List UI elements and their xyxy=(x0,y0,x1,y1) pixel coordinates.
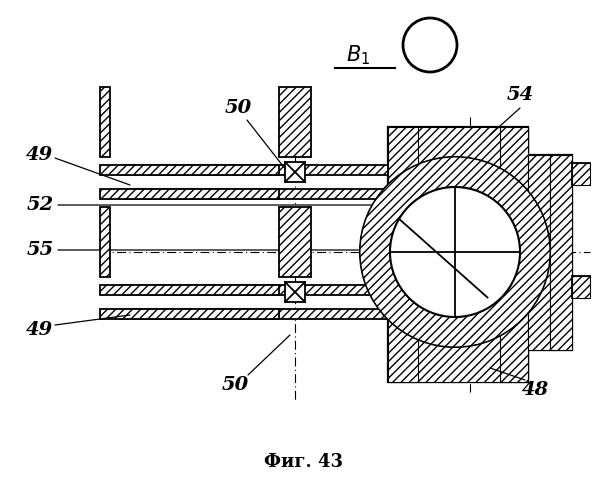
Bar xyxy=(388,127,528,175)
Bar xyxy=(388,334,528,382)
Bar xyxy=(100,189,279,199)
Bar xyxy=(100,87,110,157)
Bar xyxy=(100,309,279,319)
Bar xyxy=(500,127,528,382)
Bar xyxy=(120,285,388,295)
Text: 55: 55 xyxy=(26,241,54,259)
Text: $B_1$: $B_1$ xyxy=(346,43,370,67)
Bar xyxy=(388,127,418,382)
Text: 50: 50 xyxy=(224,99,252,117)
Bar xyxy=(572,276,590,298)
Bar xyxy=(120,309,388,319)
Text: Фиг. 43: Фиг. 43 xyxy=(264,453,343,471)
Bar xyxy=(100,165,279,175)
Bar xyxy=(572,276,590,298)
Bar xyxy=(120,165,388,175)
Text: 49: 49 xyxy=(26,146,54,164)
Bar xyxy=(572,163,590,185)
Text: 52: 52 xyxy=(26,196,54,214)
Bar xyxy=(285,282,305,302)
Bar xyxy=(120,189,388,199)
Bar xyxy=(285,162,305,182)
Bar xyxy=(388,127,528,382)
Text: 54: 54 xyxy=(506,86,533,104)
Bar xyxy=(100,285,279,295)
Bar xyxy=(279,207,311,277)
Text: 48: 48 xyxy=(521,381,549,399)
Bar xyxy=(572,163,590,185)
Bar xyxy=(528,155,550,350)
Text: 50: 50 xyxy=(222,376,248,394)
Bar xyxy=(100,207,110,277)
Circle shape xyxy=(403,18,457,72)
Circle shape xyxy=(360,157,550,347)
Wedge shape xyxy=(360,157,550,347)
Bar xyxy=(279,87,311,157)
Bar xyxy=(550,155,572,350)
Bar xyxy=(528,155,572,350)
Text: 49: 49 xyxy=(26,321,54,339)
Circle shape xyxy=(390,187,520,317)
